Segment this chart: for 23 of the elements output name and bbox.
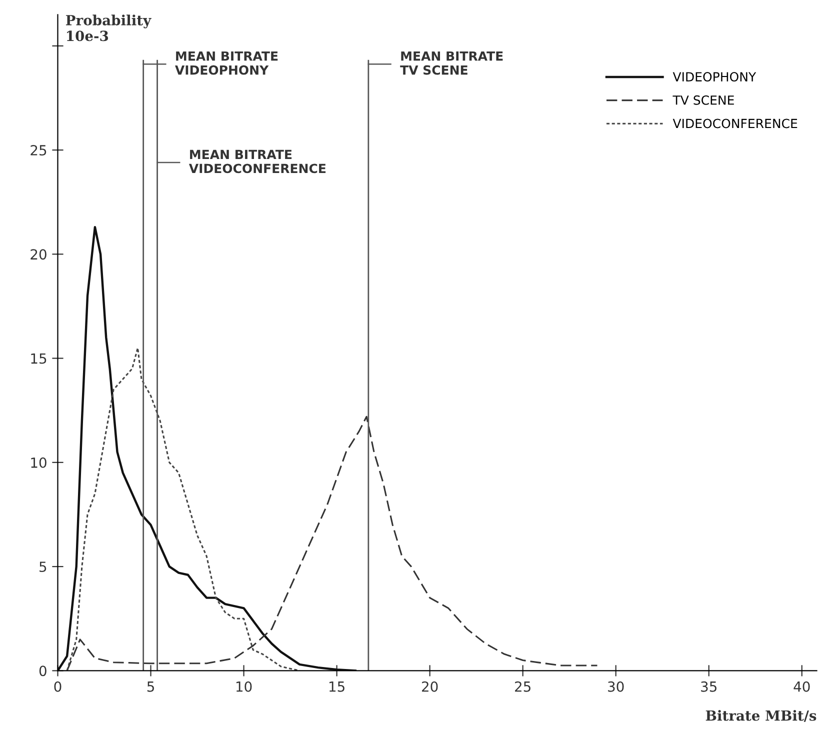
x-tick-label: 25 xyxy=(515,681,530,692)
y-tick-label: 20 xyxy=(30,249,46,260)
x-tick-label: 5 xyxy=(147,682,154,692)
x-tick-label: 10 xyxy=(236,681,252,692)
y-tick-label: 25 xyxy=(30,145,46,156)
y-tick-label: 10 xyxy=(31,457,46,468)
legend-label: VIDEOCONFERENCE xyxy=(672,118,798,128)
x-tick-label: 35 xyxy=(701,681,716,692)
legend-label: VIDEOPHONY xyxy=(672,72,756,82)
x-axis-title: Bitrate MBit/s xyxy=(706,710,816,722)
y-tick-label: 5 xyxy=(40,562,46,572)
y-tick-label: 15 xyxy=(31,353,46,364)
x-tick-label: 0 xyxy=(54,681,62,692)
ref-line-label: MEAN BITRATE TV SCENE xyxy=(400,51,503,75)
ref-line-label: MEAN BITRATE VIDEOCONFERENCE xyxy=(188,150,326,174)
x-tick-label: 20 xyxy=(422,681,438,692)
ref-line-label: MEAN BITRATE VIDEOPHONY xyxy=(175,51,278,75)
legend-label: TV SCENE xyxy=(672,95,734,105)
y-axis-title: Probability 10e-3 xyxy=(66,14,152,42)
x-tick-label: 15 xyxy=(329,682,344,692)
y-tick-label: 0 xyxy=(39,666,46,676)
x-tick-label: 30 xyxy=(608,681,624,692)
x-tick-label: 40 xyxy=(794,681,810,692)
